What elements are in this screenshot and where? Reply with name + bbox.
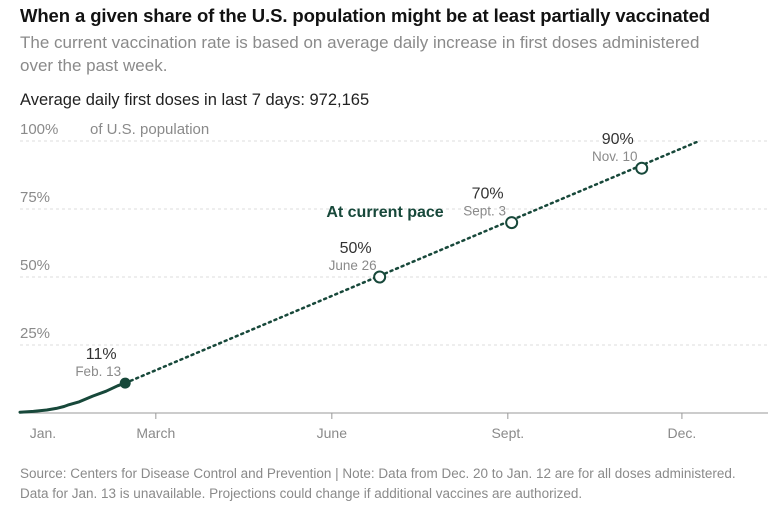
y-tick-label-100: 100% <box>20 121 58 138</box>
annotation-date-70%: Sept. 3 <box>463 204 506 219</box>
marker-70% <box>505 216 519 230</box>
x-tick-label-2: June <box>317 425 348 441</box>
marker-50% <box>373 270 387 284</box>
daily-doses-stat: Average daily first doses in last 7 days… <box>20 91 370 109</box>
annotation-date-50%: June 26 <box>329 258 377 273</box>
chart-subtitle: The current vaccination rate is based on… <box>20 33 700 75</box>
x-tick-label-4: Dec. <box>668 425 697 441</box>
annotation-date-90%: Nov. 10 <box>592 149 638 164</box>
chart-title: When a given share of the U.S. populatio… <box>20 5 711 26</box>
y-tick-label-25: 25% <box>20 325 50 342</box>
y-tick-label-50: 50% <box>20 257 50 274</box>
x-tick-label-0: Jan. <box>30 425 56 441</box>
y-axis-unit-label: of U.S. population <box>90 121 209 138</box>
annotation-pct-50%: 50% <box>340 240 372 257</box>
marker-11% <box>119 377 131 389</box>
source-note: Source: Centers for Disease Control and … <box>20 466 736 501</box>
annotation-pct-11%: 11% <box>86 346 117 363</box>
marker-90% <box>635 161 649 175</box>
x-tick-label-1: March <box>136 425 175 441</box>
annotation-pct-70%: 70% <box>472 186 504 203</box>
projection-line <box>123 139 701 385</box>
x-tick-label-3: Sept. <box>491 425 524 441</box>
y-tick-label-75: 75% <box>20 189 50 206</box>
annotation-date-11%: Feb. 13 <box>75 364 121 379</box>
annotation-pct-90%: 90% <box>602 131 634 148</box>
projection-series-label: At current pace <box>326 204 443 221</box>
actual-line <box>18 381 127 414</box>
